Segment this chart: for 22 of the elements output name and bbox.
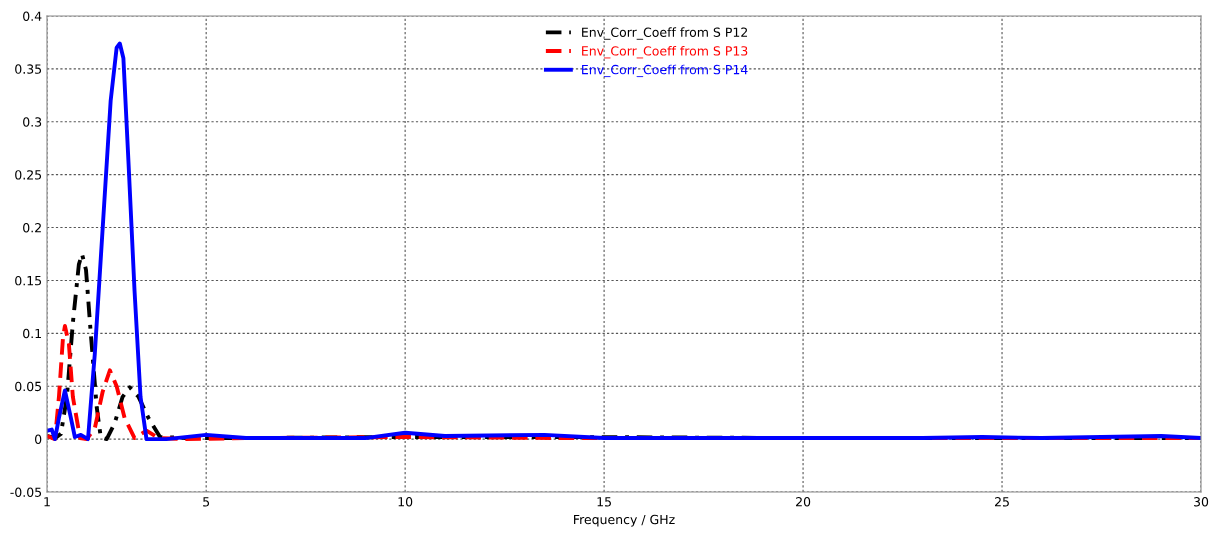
legend-label: Env_Corr_Coeff from S P14	[582, 64, 748, 78]
legend-label: Env_Corr_Coeff from S P13	[582, 45, 748, 59]
y-tick-label: 0.35	[15, 64, 42, 74]
x-tick-label: 25	[995, 497, 1009, 507]
x-tick-label: 20	[796, 497, 811, 507]
y-tick-label: 0.05	[15, 381, 42, 392]
y-tick-label: 0.15	[15, 275, 42, 286]
x-tick-label: 30	[1194, 497, 1209, 507]
line-series	[47, 41, 1201, 442]
y-tick-label: 0.1	[23, 328, 41, 339]
y-tick-label: 0.25	[15, 170, 42, 180]
y-tick-label: 0	[35, 434, 42, 445]
x-tick-label: 5	[203, 497, 210, 507]
legend-label: Env_Corr_Coeff from S P12	[582, 27, 748, 40]
x-tick-label: 15	[597, 497, 611, 507]
y-tick-label: 0.3	[23, 117, 42, 127]
x-tick-label: 10	[398, 497, 413, 507]
y-tick-label: 0.2	[23, 223, 41, 233]
x-axis-title: Frequency / GHz	[574, 514, 675, 527]
x-tick-label: 1	[44, 497, 50, 507]
y-tick-label: 0.4	[23, 11, 42, 21]
y-tick-label: -0.05	[10, 487, 42, 497]
